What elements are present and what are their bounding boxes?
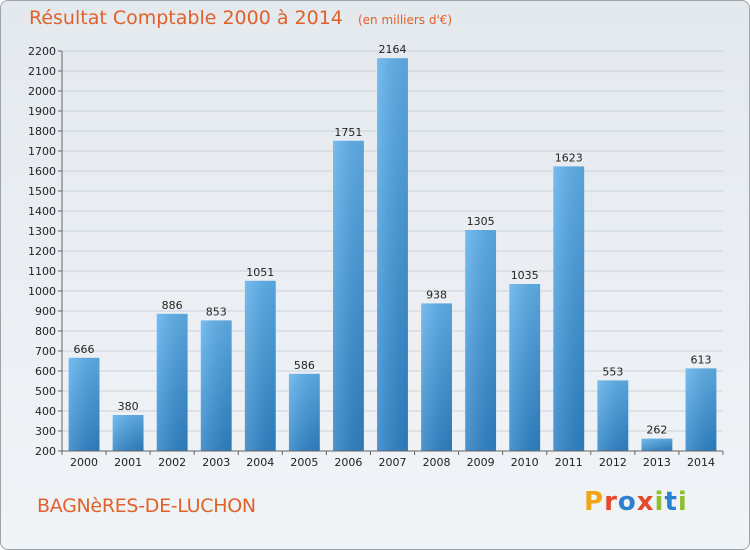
- x-tick-label-2001: 2001: [114, 456, 142, 469]
- data-label-2001: 380: [118, 400, 139, 413]
- bars: 666 380 886 853 1051 586 1751 2164 938 1305 1035 16…: [68, 43, 717, 452]
- y-tick-label: 500: [35, 385, 56, 398]
- data-label-2000: 666: [74, 343, 95, 356]
- data-label-2010: 1035: [511, 269, 539, 282]
- bar-shade-2008: [421, 303, 452, 451]
- data-label-2007: 2164: [379, 43, 407, 56]
- data-label-2014: 613: [690, 353, 711, 366]
- y-tick-label: 1800: [28, 125, 56, 138]
- logo-letter: r: [604, 487, 618, 517]
- y-tick-label: 1900: [28, 105, 56, 118]
- y-tick-label: 1700: [28, 145, 56, 158]
- logo-letter: i: [654, 487, 665, 517]
- y-tick-label: 200: [35, 445, 56, 458]
- axes: [61, 51, 723, 452]
- bar-shade-2013: [641, 438, 673, 451]
- bar-shade-2009: [465, 230, 497, 451]
- bar-shade-2005: [288, 373, 320, 451]
- x-tick-label-2011: 2011: [555, 456, 583, 469]
- x-tick-label-2014: 2014: [687, 456, 715, 469]
- data-label-2013: 262: [646, 424, 667, 437]
- y-tick-label: 700: [35, 345, 56, 358]
- y-tick-label: 1300: [28, 225, 56, 238]
- y-tick-label: 1000: [28, 285, 56, 298]
- data-label-2012: 553: [602, 365, 623, 378]
- x-tick-label-2013: 2013: [643, 456, 671, 469]
- y-tick-label: 600: [35, 365, 56, 378]
- y-tick-label: 1600: [28, 165, 56, 178]
- y-tick-label: 900: [35, 305, 56, 318]
- data-label-2011: 1623: [555, 151, 583, 164]
- data-label-2004: 1051: [246, 266, 274, 279]
- x-tick-label-2006: 2006: [334, 456, 362, 469]
- bar-shade-2004: [244, 280, 276, 451]
- chart-subtitle: (en milliers d'€): [357, 13, 453, 27]
- data-label-2002: 886: [162, 299, 183, 312]
- bar-shade-2010: [509, 284, 541, 451]
- y-tick-label: 1200: [28, 245, 56, 258]
- x-tick-label-2004: 2004: [246, 456, 274, 469]
- y-tick-label: 2100: [28, 65, 56, 78]
- y-tick-label: 300: [35, 425, 56, 438]
- bar-shade-2011: [553, 166, 585, 451]
- logo-letter: o: [617, 487, 637, 517]
- y-tick-label: 1100: [28, 265, 56, 278]
- x-tick-label-2003: 2003: [202, 456, 230, 469]
- bar-shade-2002: [156, 313, 188, 451]
- bar-shade-2012: [597, 380, 629, 451]
- y-axis-ticks: 200 300 400 500 600 700 800 900 1000 1100 1200 1300…: [28, 45, 62, 458]
- x-tick-label-2000: 2000: [70, 456, 98, 469]
- bar-shade-2006: [333, 140, 364, 452]
- y-tick-label: 2000: [28, 85, 56, 98]
- bar-shade-2001: [112, 415, 144, 451]
- bar-shade-2000: [68, 357, 100, 451]
- x-tick-label-2010: 2010: [511, 456, 539, 469]
- data-label-2005: 586: [294, 359, 315, 372]
- x-tick-label-2007: 2007: [379, 456, 407, 469]
- title-row: Résultat Comptable 2000 à 2014 (en milli…: [29, 7, 452, 29]
- y-tick-label: 800: [35, 325, 56, 338]
- data-label-2006: 1751: [334, 126, 362, 139]
- data-label-2003: 853: [206, 305, 227, 318]
- logo-letter: t: [664, 487, 678, 517]
- y-tick-label: 1400: [28, 205, 56, 218]
- logo-letter: i: [677, 487, 688, 517]
- x-tick-label-2005: 2005: [290, 456, 318, 469]
- y-tick-label: 2200: [28, 45, 56, 58]
- x-tick-label-2008: 2008: [423, 456, 451, 469]
- city-name: BAGNèRES-DE-LUCHON: [37, 495, 256, 517]
- data-label-2008: 938: [426, 288, 447, 301]
- logo-letter: P: [584, 487, 605, 517]
- x-tick-label-2009: 2009: [467, 456, 495, 469]
- bar-shade-2003: [200, 320, 232, 451]
- logo-letter: x: [636, 487, 655, 517]
- data-label-2009: 1305: [467, 215, 495, 228]
- x-tick-label-2012: 2012: [599, 456, 627, 469]
- y-tick-label: 1500: [28, 185, 56, 198]
- x-axis-ticks: 2000 2001 2002 2003 2004 2005 2006 2007 2008 2009…: [61, 451, 724, 469]
- x-tick-label-2002: 2002: [158, 456, 186, 469]
- bar-shade-2007: [377, 58, 408, 451]
- proxiti-logo[interactable]: Proxiti: [584, 487, 688, 517]
- y-tick-label: 400: [35, 405, 56, 418]
- chart-title: Résultat Comptable 2000 à 2014: [29, 7, 343, 29]
- bar-shade-2014: [685, 368, 717, 451]
